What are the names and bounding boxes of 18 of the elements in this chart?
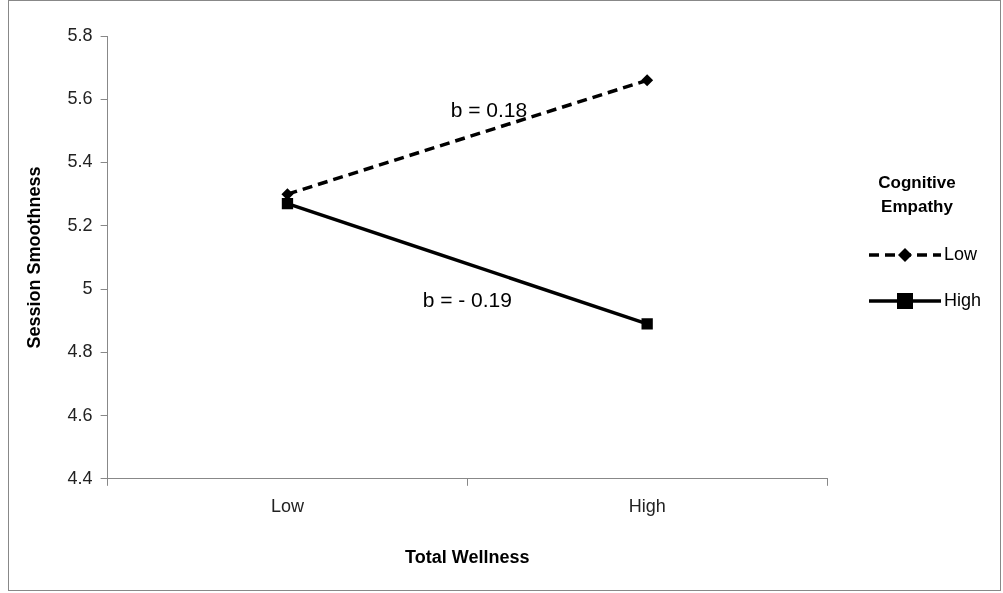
y-tick-label: 5.2 <box>67 214 93 235</box>
x-axis-title: Total Wellness <box>405 547 530 568</box>
point <box>641 318 653 330</box>
y-axis-title: Session Smoothness <box>23 166 44 349</box>
point <box>281 197 294 210</box>
y-tick-label: 5.6 <box>67 88 93 109</box>
legend-title: Cognitive Empathy <box>878 172 956 216</box>
legend-label: High <box>944 289 982 310</box>
y-tick-label: 4.6 <box>67 404 93 425</box>
annotation: b = - 0.19 <box>422 288 512 312</box>
y-tick-label: 4.8 <box>67 341 93 362</box>
y-tick-label: 5 <box>82 278 93 298</box>
annotation: b = 0.18 <box>450 98 528 122</box>
y-tick-label: 5.4 <box>67 151 93 172</box>
point <box>641 74 654 87</box>
y-tick-label: 4.4 <box>67 467 93 488</box>
legend-label: Low <box>944 243 979 264</box>
y-tick-label: 5.8 <box>67 24 93 45</box>
